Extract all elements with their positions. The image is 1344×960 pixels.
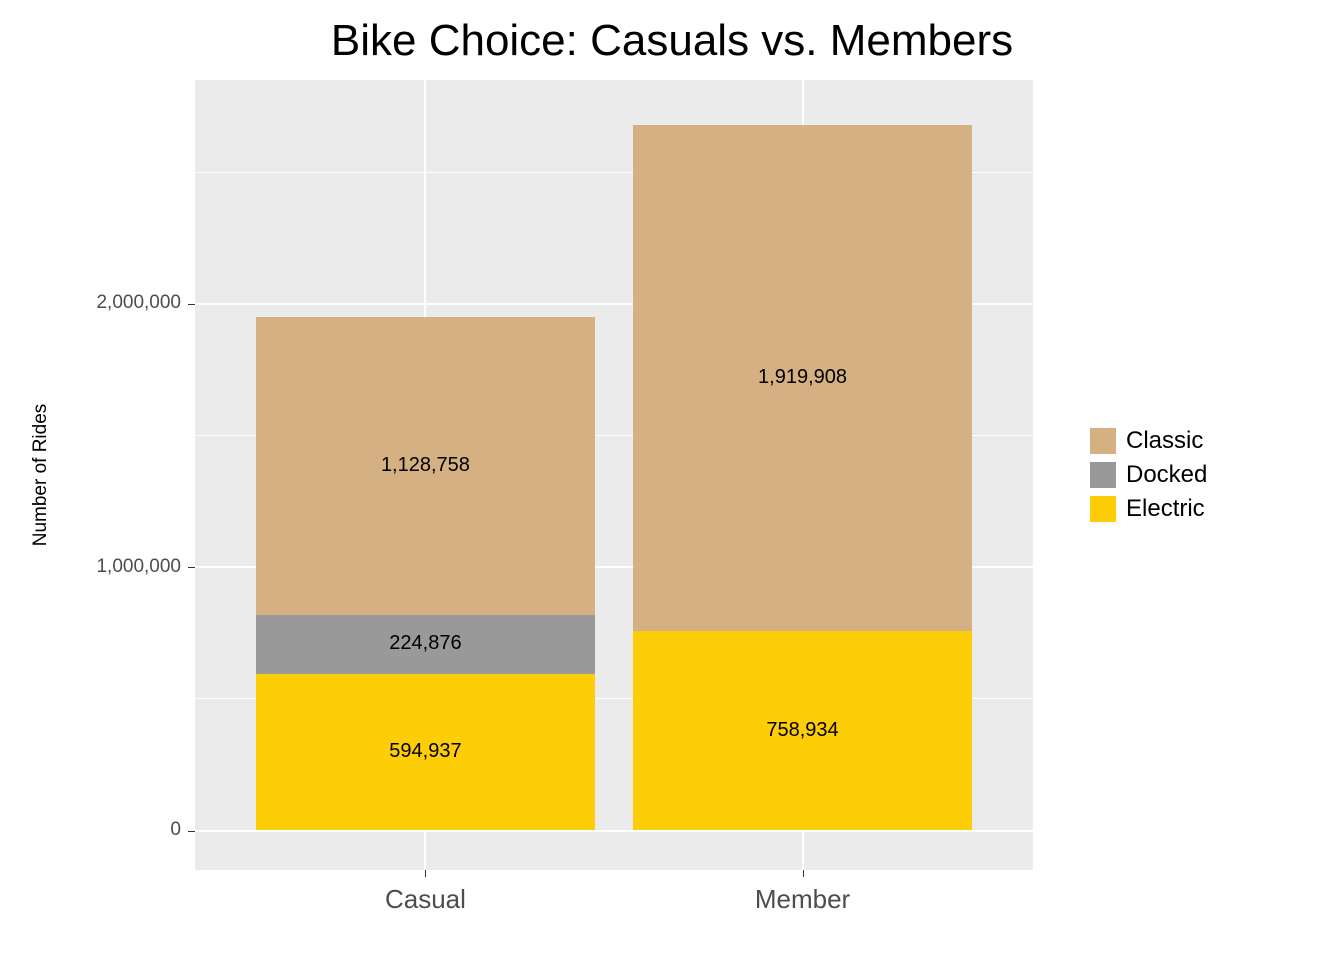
x-tick-mark	[425, 870, 426, 877]
y-tick-mark	[188, 304, 195, 305]
y-tick-mark	[188, 831, 195, 832]
x-tick-label: Member	[703, 884, 903, 915]
chart-title: Bike Choice: Casuals vs. Members	[0, 16, 1344, 66]
legend-label: Classic	[1126, 427, 1203, 455]
x-tick-label: Casual	[325, 884, 525, 915]
legend-item: Electric	[1090, 496, 1207, 522]
y-axis-title: Number of Rides	[30, 325, 52, 625]
bar-value-label: 224,876	[256, 632, 595, 655]
legend-swatch	[1090, 496, 1116, 522]
legend-swatch	[1090, 428, 1116, 454]
y-tick-mark	[188, 567, 195, 568]
legend-label: Docked	[1126, 461, 1207, 489]
legend-label: Electric	[1126, 495, 1205, 523]
bar-value-label: 758,934	[633, 719, 972, 742]
bar-value-label: 594,937	[256, 740, 595, 763]
bar-value-label: 1,919,908	[633, 366, 972, 389]
legend-item: Docked	[1090, 462, 1207, 488]
y-tick-label: 1,000,000	[21, 556, 181, 578]
legend-swatch	[1090, 462, 1116, 488]
legend: Classic Docked Electric	[1090, 428, 1207, 530]
y-tick-label: 0	[21, 819, 181, 841]
x-tick-mark	[803, 870, 804, 877]
plot-panel: 594,937 224,876 1,128,758 758,934 1,919,908	[195, 80, 1033, 870]
y-tick-label: 2,000,000	[21, 292, 181, 314]
chart-canvas: Bike Choice: Casuals vs. Members 594,937…	[0, 0, 1344, 960]
bar-value-label: 1,128,758	[256, 454, 595, 477]
legend-item: Classic	[1090, 428, 1207, 454]
